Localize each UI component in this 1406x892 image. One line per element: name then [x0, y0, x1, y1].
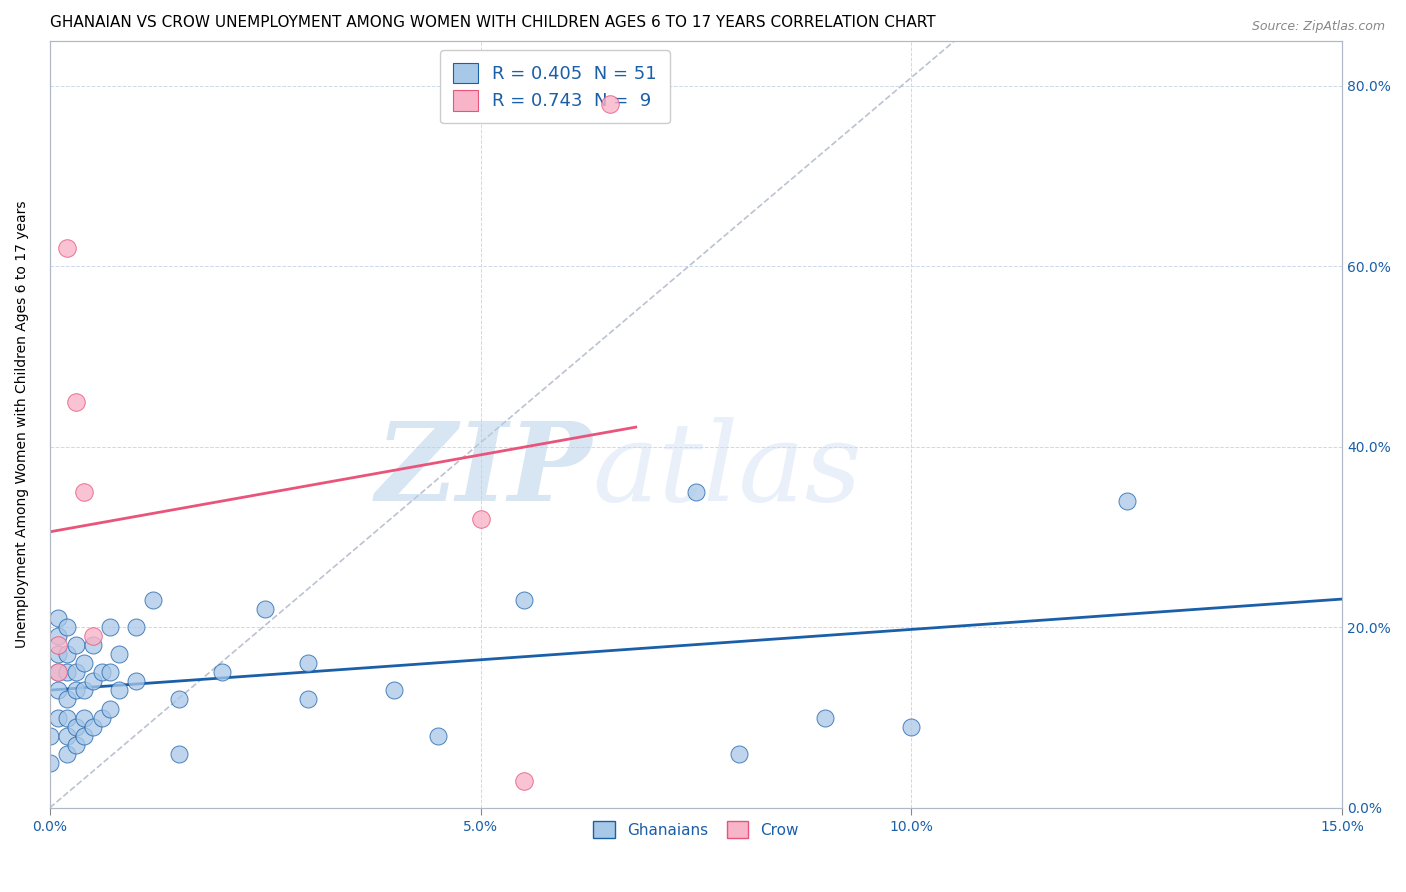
Point	[48, 638, 70, 652]
Point	[82, 629, 104, 643]
Point	[211, 665, 233, 680]
Point	[48, 683, 70, 698]
Point	[107, 648, 129, 662]
Point	[167, 747, 190, 761]
Point	[297, 657, 319, 671]
Legend: Ghanaians, Crow: Ghanaians, Crow	[586, 814, 806, 847]
Point	[65, 720, 87, 734]
Point	[73, 683, 96, 698]
Point	[56, 692, 79, 706]
Point	[48, 665, 70, 680]
Point	[73, 729, 96, 743]
Point	[73, 657, 96, 671]
Point	[900, 720, 922, 734]
Point	[82, 674, 104, 689]
Point	[728, 747, 751, 761]
Point	[512, 773, 534, 788]
Point	[512, 593, 534, 607]
Point	[56, 241, 79, 255]
Point	[56, 648, 79, 662]
Point	[1115, 494, 1137, 508]
Point	[814, 710, 837, 724]
Point	[426, 729, 449, 743]
Point	[48, 648, 70, 662]
Point	[65, 683, 87, 698]
Text: GHANAIAN VS CROW UNEMPLOYMENT AMONG WOMEN WITH CHILDREN AGES 6 TO 17 YEARS CORRE: GHANAIAN VS CROW UNEMPLOYMENT AMONG WOME…	[49, 15, 935, 30]
Point	[56, 729, 79, 743]
Point	[56, 747, 79, 761]
Point	[98, 701, 121, 715]
Point	[599, 97, 621, 112]
Point	[82, 720, 104, 734]
Text: Source: ZipAtlas.com: Source: ZipAtlas.com	[1251, 20, 1385, 33]
Text: ZIP: ZIP	[375, 417, 593, 524]
Point	[90, 665, 112, 680]
Point	[107, 683, 129, 698]
Point	[90, 710, 112, 724]
Point	[38, 756, 60, 770]
Point	[98, 620, 121, 634]
Point	[254, 602, 277, 616]
Point	[65, 738, 87, 752]
Point	[38, 729, 60, 743]
Point	[384, 683, 406, 698]
Point	[73, 710, 96, 724]
Point	[48, 629, 70, 643]
Point	[65, 394, 87, 409]
Point	[685, 485, 707, 500]
Point	[56, 710, 79, 724]
Point	[56, 665, 79, 680]
Point	[167, 692, 190, 706]
Point	[470, 512, 492, 526]
Point	[297, 692, 319, 706]
Point	[98, 665, 121, 680]
Point	[48, 710, 70, 724]
Text: atlas: atlas	[593, 417, 862, 524]
Point	[48, 611, 70, 625]
Point	[65, 665, 87, 680]
Point	[65, 638, 87, 652]
Point	[48, 665, 70, 680]
Point	[73, 485, 96, 500]
Point	[56, 620, 79, 634]
Point	[142, 593, 165, 607]
Y-axis label: Unemployment Among Women with Children Ages 6 to 17 years: Unemployment Among Women with Children A…	[15, 201, 30, 648]
Point	[82, 638, 104, 652]
Point	[125, 620, 148, 634]
Point	[125, 674, 148, 689]
